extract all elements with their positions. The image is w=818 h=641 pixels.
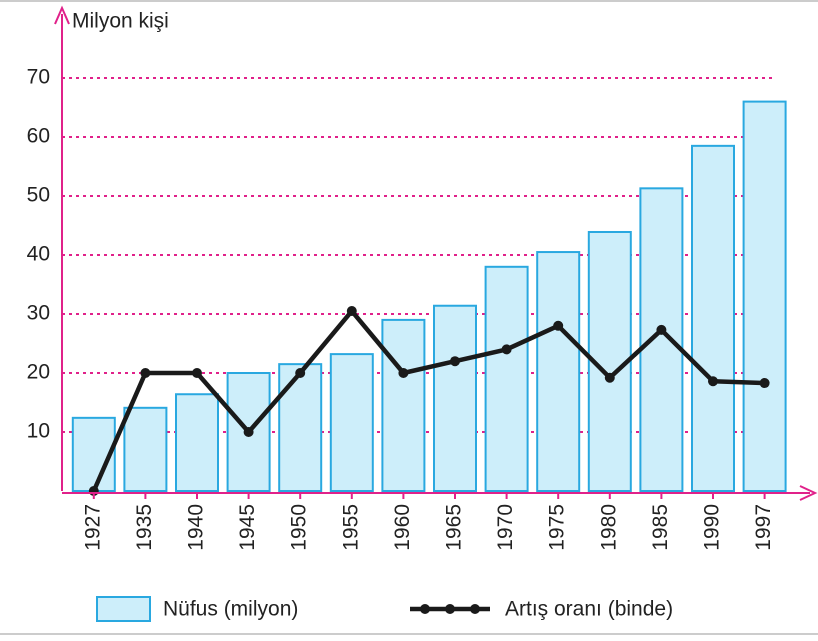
x-tick-label: 1970 <box>494 504 517 551</box>
y-tick-label: 20 <box>27 361 50 384</box>
line-point <box>604 372 615 383</box>
legend-point <box>445 604 455 614</box>
x-tick-label: 1927 <box>81 504 104 551</box>
line-point <box>553 320 564 331</box>
x-tick-label: 1997 <box>752 504 775 551</box>
x-axis-arrow <box>799 485 818 501</box>
bar <box>381 318 426 492</box>
bar <box>175 393 219 492</box>
legend-point <box>420 604 430 614</box>
line-point <box>656 324 667 335</box>
legend-label: Artış oranı (binde) <box>505 598 673 621</box>
bar <box>329 353 374 492</box>
line-point <box>243 427 254 437</box>
line-point <box>501 344 512 355</box>
y-axis-arrow <box>54 5 70 25</box>
bar <box>484 265 529 492</box>
x-tick-label: 1975 <box>546 504 569 551</box>
x-tick-label: 1955 <box>339 504 362 551</box>
y-tick-label: 10 <box>27 420 50 443</box>
legend-label: Nüfus (milyon) <box>163 598 298 621</box>
line-point <box>450 356 460 367</box>
x-tick-label: 1960 <box>391 504 414 551</box>
line-point <box>295 368 306 378</box>
bar <box>123 406 168 492</box>
line-point <box>140 368 151 378</box>
y-tick-label: 60 <box>27 125 50 148</box>
bar <box>278 363 323 492</box>
bar <box>742 100 787 492</box>
y-tick-label: 70 <box>27 66 50 89</box>
y-axis-label: Milyon kişi <box>72 10 169 33</box>
x-tick-label: 1990 <box>701 504 724 551</box>
bar <box>691 144 735 492</box>
line-point <box>346 306 357 317</box>
x-tick-label: 1980 <box>597 504 620 551</box>
bar <box>536 251 581 492</box>
legend-swatch <box>96 596 151 622</box>
x-tick-label: 1940 <box>185 504 208 551</box>
x-tick-label: 1935 <box>133 504 156 551</box>
x-tick-label: 1965 <box>443 504 466 551</box>
bar <box>433 304 477 492</box>
y-tick-label: 40 <box>27 243 50 266</box>
y-tick-label: 50 <box>27 184 50 207</box>
line-point <box>708 376 718 387</box>
line-point <box>759 378 770 389</box>
x-tick-label: 1945 <box>236 504 259 551</box>
legend-point <box>470 604 480 614</box>
line-point <box>192 368 202 378</box>
x-tick-label: 1985 <box>649 504 672 551</box>
bar <box>639 187 684 493</box>
x-tick-label: 1950 <box>288 504 311 551</box>
line-point <box>398 368 409 378</box>
y-tick-label: 30 <box>27 302 50 325</box>
line <box>91 308 765 492</box>
